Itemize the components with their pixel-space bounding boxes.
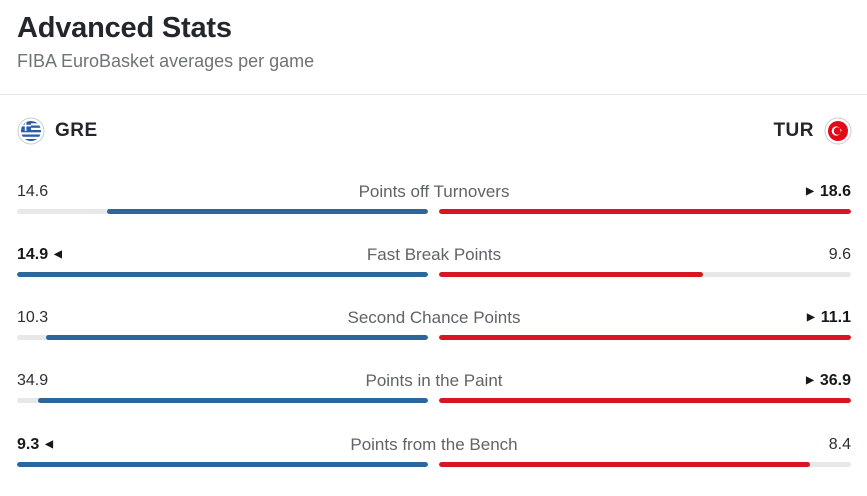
away-value: 9.6: [829, 245, 851, 265]
divider: [0, 94, 867, 95]
home-value-text: 34.9: [17, 372, 49, 389]
home-value: 34.9: [17, 371, 48, 391]
home-value: 14.6: [17, 182, 48, 202]
away-bar: [439, 398, 851, 403]
away-value-text: 8.4: [828, 436, 851, 453]
away-value: ▶ 18.6: [806, 182, 851, 202]
home-bar: [107, 209, 428, 214]
away-bar-track: [439, 462, 851, 467]
away-bar-track: [439, 335, 851, 340]
away-bar-track: [439, 272, 851, 277]
home-value-text: 10.3: [17, 309, 49, 326]
away-bar-track: [439, 209, 851, 214]
stat-label: Points in the Paint: [365, 371, 503, 390]
home-bar: [45, 335, 428, 340]
home-bar: [37, 398, 428, 403]
leader-arrow-right-icon: ▶: [806, 186, 814, 197]
away-team-name: TUR: [773, 120, 814, 141]
home-bar: [17, 272, 428, 277]
leader-arrow-right-icon: ▶: [806, 375, 814, 386]
page-subtitle: FIBA EuroBasket averages per game: [17, 51, 315, 71]
away-bar: [439, 272, 703, 277]
home-bar: [17, 462, 428, 467]
leader-arrow-left-icon: ◀: [45, 439, 53, 450]
leader-arrow-right-icon: ▶: [807, 312, 815, 323]
home-team: GRE: [17, 117, 98, 145]
stat-row: 34.9 Points in the Paint ▶ 36.9: [17, 371, 851, 411]
home-value-text: 14.9: [17, 246, 49, 263]
leader-arrow-left-icon: ◀: [54, 249, 62, 260]
home-value: 14.9 ◀: [17, 245, 62, 265]
away-value: ▶ 36.9: [806, 371, 851, 391]
away-value-text: 18.6: [819, 183, 851, 200]
home-bar-track: [17, 335, 428, 340]
stat-row: 10.3 Second Chance Points ▶ 11.1: [17, 308, 851, 348]
stat-label: Fast Break Points: [366, 245, 502, 264]
greece-flag-icon: [17, 117, 45, 145]
away-bar: [439, 462, 810, 467]
stat-row: 14.6 Points off Turnovers ▶ 18.6: [17, 182, 851, 222]
header: Advanced Stats FIBA EuroBasket averages …: [17, 12, 314, 72]
away-value: ▶ 11.1: [807, 308, 851, 328]
away-value: 8.4: [829, 435, 851, 455]
page-title: Advanced Stats: [17, 12, 232, 44]
home-value-text: 9.3: [17, 436, 40, 453]
home-value: 9.3 ◀: [17, 435, 53, 455]
home-bar-track: [17, 398, 428, 403]
away-bar: [439, 209, 851, 214]
away-bar-track: [439, 398, 851, 403]
stat-label: Points off Turnovers: [358, 182, 510, 201]
away-value-text: 11.1: [820, 309, 851, 326]
turkey-flag-icon: [824, 117, 852, 145]
stat-row: 14.9 ◀ Fast Break Points 9.6: [17, 245, 851, 285]
home-bar-track: [17, 209, 428, 214]
stat-label: Second Chance Points: [347, 308, 521, 327]
away-value-text: 36.9: [819, 372, 851, 389]
away-bar: [439, 335, 851, 340]
home-value: 10.3: [17, 308, 48, 328]
home-bar-track: [17, 462, 428, 467]
home-value-text: 14.6: [17, 183, 49, 200]
home-bar-track: [17, 272, 428, 277]
away-team: TUR: [773, 117, 852, 145]
stat-row: 9.3 ◀ Points from the Bench 8.4: [17, 435, 851, 475]
stat-label: Points from the Bench: [350, 435, 518, 454]
home-team-name: GRE: [55, 120, 98, 141]
away-value-text: 9.6: [828, 246, 851, 263]
